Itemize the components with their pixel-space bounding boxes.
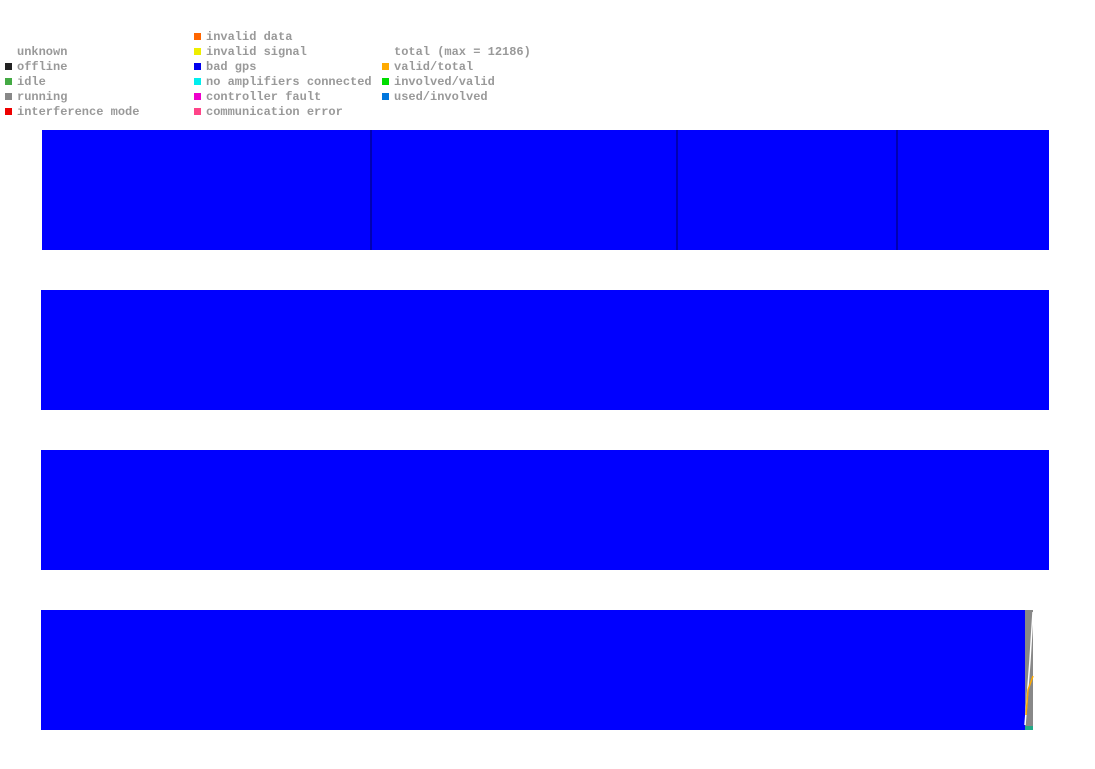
legend-label: offline <box>17 60 67 74</box>
strip <box>42 130 1049 250</box>
status-strip <box>41 450 1049 570</box>
legend-label: total (max = 12186) <box>394 45 531 59</box>
legend-label: valid/total <box>394 60 473 74</box>
legend-label: controller fault <box>206 90 321 104</box>
legend-label: running <box>17 90 67 104</box>
legend-label: used/involved <box>394 90 488 104</box>
legend-label: involved/valid <box>394 75 495 89</box>
legend-swatch <box>5 108 12 115</box>
idle-segment <box>1025 726 1033 730</box>
legend-swatch <box>194 108 201 115</box>
status-strip <box>41 610 1025 730</box>
legend-swatch <box>5 93 12 100</box>
legend-swatch <box>194 48 201 55</box>
legend-label: idle <box>17 75 46 89</box>
legend-label: bad gps <box>206 60 256 74</box>
strip <box>41 610 1034 730</box>
legend-swatch <box>382 78 389 85</box>
legend-swatch <box>5 63 12 70</box>
legend-label: no amplifiers connected <box>206 75 372 89</box>
legend-swatch <box>382 93 389 100</box>
legend-swatch <box>382 63 389 70</box>
legend-label: invalid data <box>206 30 292 44</box>
legend-swatch <box>194 78 201 85</box>
status-strip <box>41 290 1049 410</box>
legend-swatch <box>194 63 201 70</box>
legend-label: unknown <box>17 45 67 59</box>
legend-swatch <box>194 93 201 100</box>
legend-swatch <box>194 33 201 40</box>
legend-label: communication error <box>206 105 343 119</box>
legend-label: invalid signal <box>206 45 307 59</box>
ratio-line <box>1025 675 1034 716</box>
status-strip <box>42 130 1049 250</box>
legend-swatch <box>5 78 12 85</box>
legend-label: interference mode <box>17 105 139 119</box>
